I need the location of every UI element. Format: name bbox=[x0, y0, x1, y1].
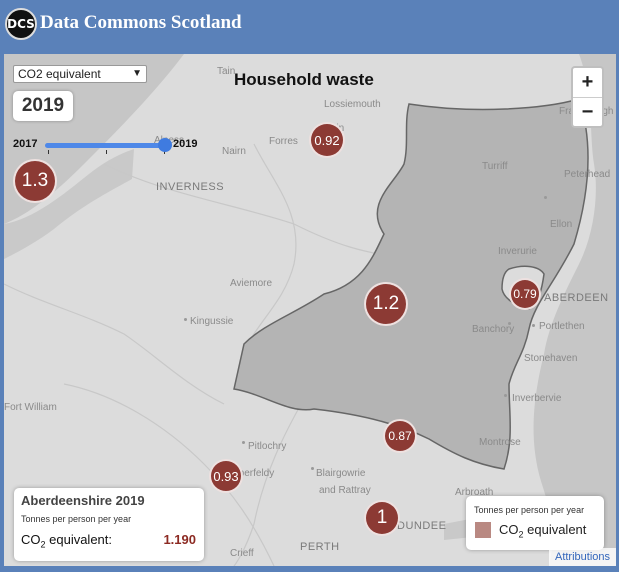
place-label: DUNDEE bbox=[397, 520, 447, 532]
year-slider-track[interactable] bbox=[45, 143, 167, 148]
place-label: Blairgowrie bbox=[316, 468, 366, 479]
place-label: Tain bbox=[217, 66, 236, 77]
town-marker bbox=[504, 394, 507, 397]
place-label: Lossiemouth bbox=[324, 99, 381, 110]
zoom-in-button[interactable]: + bbox=[581, 71, 594, 93]
place-label: Inverurie bbox=[498, 246, 537, 257]
legend-panel: Tonnes per person per year CO2 equivalen… bbox=[466, 496, 604, 550]
place-label: Aviemore bbox=[230, 278, 273, 289]
town-marker bbox=[311, 467, 314, 470]
info-measure-label: CO2 equivalent: bbox=[21, 532, 112, 550]
slider-max-label: 2019 bbox=[173, 138, 198, 150]
data-bubble[interactable]: 1 bbox=[364, 500, 400, 536]
legend-label: CO2 equivalent bbox=[499, 522, 586, 540]
map-panel[interactable]: Tain Alness Lossiemouth Elgin Fraserburg… bbox=[4, 54, 616, 566]
place-label: INVERNESS bbox=[156, 181, 225, 193]
place-label: ABERDEEN bbox=[544, 292, 609, 304]
info-value: 1.190 bbox=[163, 532, 196, 547]
info-label-sub: 2 bbox=[40, 539, 46, 550]
place-label: Banchory bbox=[472, 324, 515, 335]
place-label: Aberfeldy bbox=[232, 468, 275, 479]
legend-unit: Tonnes per person per year bbox=[474, 505, 585, 515]
zoom-separator bbox=[573, 97, 602, 98]
place-label: Turriff bbox=[482, 161, 508, 172]
town-marker bbox=[184, 318, 187, 321]
measure-select[interactable]: CO2 equivalent ▼ bbox=[13, 65, 147, 83]
attributions-link[interactable]: Attributions bbox=[549, 548, 616, 566]
measure-select-value: CO2 equivalent bbox=[18, 67, 101, 81]
info-label-rest: equivalent: bbox=[45, 532, 113, 547]
water-north-sea bbox=[533, 54, 616, 566]
place-label: Arbroath bbox=[455, 487, 494, 498]
data-bubble[interactable]: 1.2 bbox=[364, 282, 408, 326]
year-display: 2019 bbox=[13, 91, 73, 121]
map-title: Household waste bbox=[234, 70, 374, 89]
data-bubble[interactable]: 0.92 bbox=[309, 122, 345, 158]
place-label: Forres bbox=[269, 136, 298, 147]
place-label: Pitlochry bbox=[248, 441, 287, 452]
slider-tick bbox=[48, 150, 49, 154]
legend-label-main: CO bbox=[499, 522, 519, 537]
town-marker bbox=[508, 322, 511, 325]
place-label: Kingussie bbox=[190, 316, 234, 327]
data-bubble[interactable]: 1.3 bbox=[13, 159, 57, 203]
place-label: Stonehaven bbox=[524, 353, 578, 364]
info-panel: Aberdeenshire 2019 Tonnes per person per… bbox=[14, 488, 204, 561]
info-label-main: CO bbox=[21, 532, 41, 547]
aberdeenshire-region bbox=[233, 98, 589, 470]
place-label: Crieff bbox=[230, 548, 254, 559]
info-unit: Tonnes per person per year bbox=[21, 514, 132, 524]
legend-label-rest: equivalent bbox=[523, 522, 587, 537]
data-bubble[interactable]: 0.93 bbox=[209, 459, 243, 493]
place-label: Montrose bbox=[479, 437, 521, 448]
slider-min-label: 2017 bbox=[13, 138, 38, 150]
data-bubble[interactable]: 0.79 bbox=[509, 278, 541, 310]
town-marker bbox=[532, 324, 535, 327]
town-marker bbox=[242, 441, 245, 444]
zoom-out-button[interactable]: − bbox=[581, 101, 594, 123]
place-label: and Rattray bbox=[319, 485, 371, 496]
place-label: Inverbervie bbox=[512, 393, 562, 404]
logo-icon[interactable]: DCS bbox=[5, 8, 37, 40]
place-label: Portlethen bbox=[539, 321, 585, 332]
legend-swatch bbox=[475, 522, 491, 538]
slider-tick bbox=[106, 150, 107, 154]
slider-tick bbox=[164, 150, 165, 154]
place-label: Fort William bbox=[4, 402, 57, 413]
year-slider-thumb[interactable] bbox=[158, 138, 172, 152]
place-label: PERTH bbox=[300, 541, 340, 553]
zoom-control: + − bbox=[571, 66, 604, 128]
place-label: Peterhead bbox=[564, 169, 611, 180]
water-loch bbox=[4, 149, 134, 259]
town-marker bbox=[544, 196, 547, 199]
place-label: Ellon bbox=[550, 219, 573, 230]
app-title[interactable]: Data Commons Scotland bbox=[40, 12, 242, 33]
top-bar: DCS Data Commons Scotland bbox=[0, 0, 619, 50]
legend-label-sub: 2 bbox=[518, 529, 524, 540]
chevron-down-icon: ▼ bbox=[132, 68, 142, 79]
data-bubble[interactable]: 0.87 bbox=[383, 419, 417, 453]
place-label: Nairn bbox=[222, 146, 246, 157]
info-title: Aberdeenshire 2019 bbox=[21, 493, 145, 508]
